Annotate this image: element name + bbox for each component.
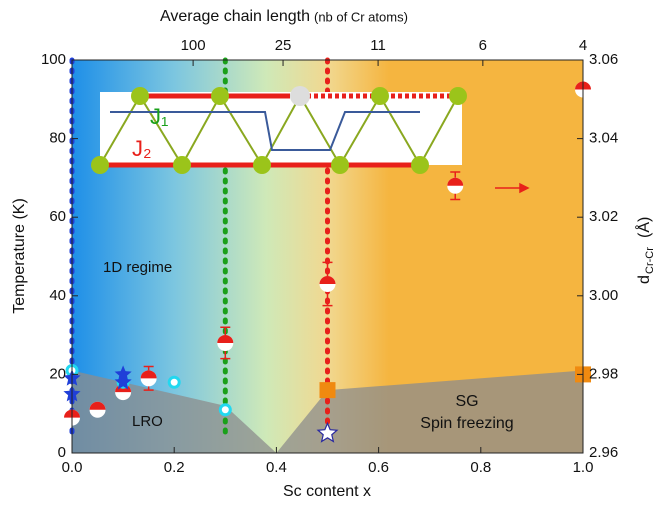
- data-point: [90, 402, 106, 418]
- data-point: [169, 377, 179, 387]
- y-tick-label: 80: [49, 130, 66, 147]
- x2-tick-label: 6: [479, 37, 487, 54]
- annotation: J₁: [150, 104, 168, 129]
- y2-tick-label: 2.98: [589, 365, 618, 382]
- y2-tick-label: 3.00: [589, 287, 618, 304]
- chart: J₁ J₂ 1D regime LRO SG Spin freezing Sc …: [0, 0, 663, 503]
- x2-tick-label: 25: [275, 37, 292, 54]
- y-tick-label: 100: [41, 51, 66, 68]
- annotation: SG: [455, 393, 478, 410]
- data-point: [141, 370, 157, 386]
- x2-tick-label: 100: [181, 37, 206, 54]
- y2-label-sub: Cr-Cr: [644, 247, 656, 274]
- x-tick-label: 1.0: [573, 459, 594, 476]
- y2-tick-label: 3.04: [589, 130, 618, 147]
- y-tick-label: 40: [49, 287, 66, 304]
- y2-label-unit: (Å): [634, 217, 653, 238]
- marker-ring: [169, 377, 179, 387]
- data-point: [220, 405, 230, 415]
- y-tick-label: 0: [58, 444, 66, 461]
- y-tick-label: 60: [49, 208, 66, 225]
- y-tick-label: 20: [49, 365, 66, 382]
- data-point: [447, 178, 463, 194]
- x2-tick-label: 4: [579, 37, 587, 54]
- data-point: [320, 276, 336, 292]
- x-tick-label: 0.6: [368, 459, 389, 476]
- y2-label-main: d: [636, 275, 653, 284]
- y2-axis-label: d Cr-Cr (Å): [634, 217, 656, 284]
- data-point: [217, 335, 233, 351]
- y2-tick-label: 2.96: [589, 444, 618, 461]
- annotation: J₂: [132, 136, 152, 161]
- marker-square: [320, 382, 336, 398]
- x-axis-label: Sc content x: [283, 483, 371, 500]
- annotation: 1D regime: [103, 259, 172, 276]
- x2-axis-note: (nb of Cr atoms): [314, 9, 408, 24]
- y2-tick-label: 3.02: [589, 208, 618, 225]
- x-tick-label: 0.0: [62, 459, 83, 476]
- x-tick-label: 0.4: [266, 459, 287, 476]
- annotation: LRO: [132, 413, 163, 430]
- marker-ring: [220, 405, 230, 415]
- y2-tick-label: 3.06: [589, 51, 618, 68]
- y-axis-label: Temperature (K): [11, 198, 28, 314]
- x2-axis-label: Average chain length: [160, 8, 310, 25]
- x2-tick-label: 11: [370, 37, 386, 54]
- annotation: Spin freezing: [420, 415, 513, 432]
- x-tick-label: 0.8: [470, 459, 491, 476]
- x-tick-label: 0.2: [164, 459, 185, 476]
- data-point: [320, 382, 336, 398]
